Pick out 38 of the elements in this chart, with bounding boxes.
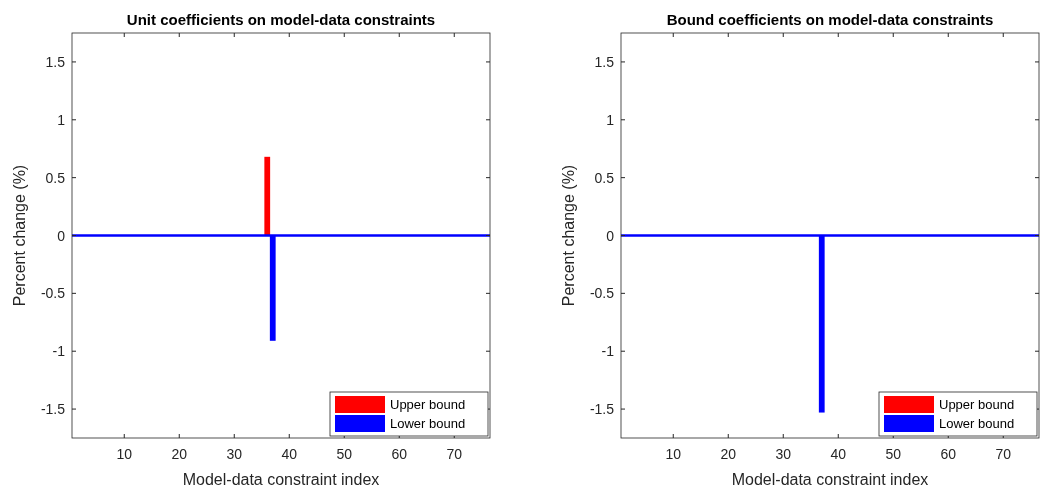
x-tick-label: 40	[281, 446, 298, 462]
y-tick-label: 0.5	[594, 169, 615, 186]
y-tick-label: -1	[601, 343, 615, 360]
y-tick-label: -1.5	[40, 401, 66, 418]
y-tick-label: 1.5	[594, 53, 615, 70]
x-tick-label: 70	[446, 446, 463, 462]
x-tick-label: 20	[171, 446, 188, 462]
x-tick-label: 50	[885, 446, 902, 462]
x-tick-label: 50	[336, 446, 353, 462]
y-tick-label: 1	[606, 111, 615, 128]
x-tick-label: 30	[775, 446, 792, 462]
legend-label: Lower bound	[390, 416, 466, 431]
x-tick-label: 20	[720, 446, 737, 462]
x-tick-label: 60	[940, 446, 957, 462]
y-tick-label: 0	[606, 227, 615, 244]
x-tick-label: 40	[830, 446, 847, 462]
y-axis-title: Percent change (%)	[11, 164, 28, 307]
legend-label: Upper bound	[390, 397, 466, 412]
chart-title: Bound coefficients on model-data constraints	[666, 11, 994, 28]
y-axis-title: Percent change (%)	[560, 164, 577, 307]
y-tick-label: -1	[52, 343, 66, 360]
x-tick-label: 30	[226, 446, 243, 462]
x-tick-label: 60	[391, 446, 408, 462]
y-tick-label: 0.5	[45, 169, 66, 186]
y-tick-label: 1	[57, 111, 66, 128]
y-tick-label: -0.5	[589, 285, 615, 302]
y-tick-label: 0	[57, 227, 66, 244]
legend-label: Lower bound	[939, 416, 1015, 431]
x-tick-label: 10	[116, 446, 133, 462]
x-tick-label: 10	[665, 446, 682, 462]
y-tick-label: -1.5	[589, 401, 615, 418]
x-tick-label: 70	[995, 446, 1012, 462]
x-axis-title: Model-data constraint index	[731, 471, 929, 488]
chart-title: Unit coefficients on model-data constraints	[126, 11, 436, 28]
legend-label: Upper bound	[939, 397, 1015, 412]
y-tick-label: 1.5	[45, 53, 66, 70]
y-tick-label: -0.5	[40, 285, 66, 302]
x-axis-title: Model-data constraint index	[182, 471, 380, 488]
